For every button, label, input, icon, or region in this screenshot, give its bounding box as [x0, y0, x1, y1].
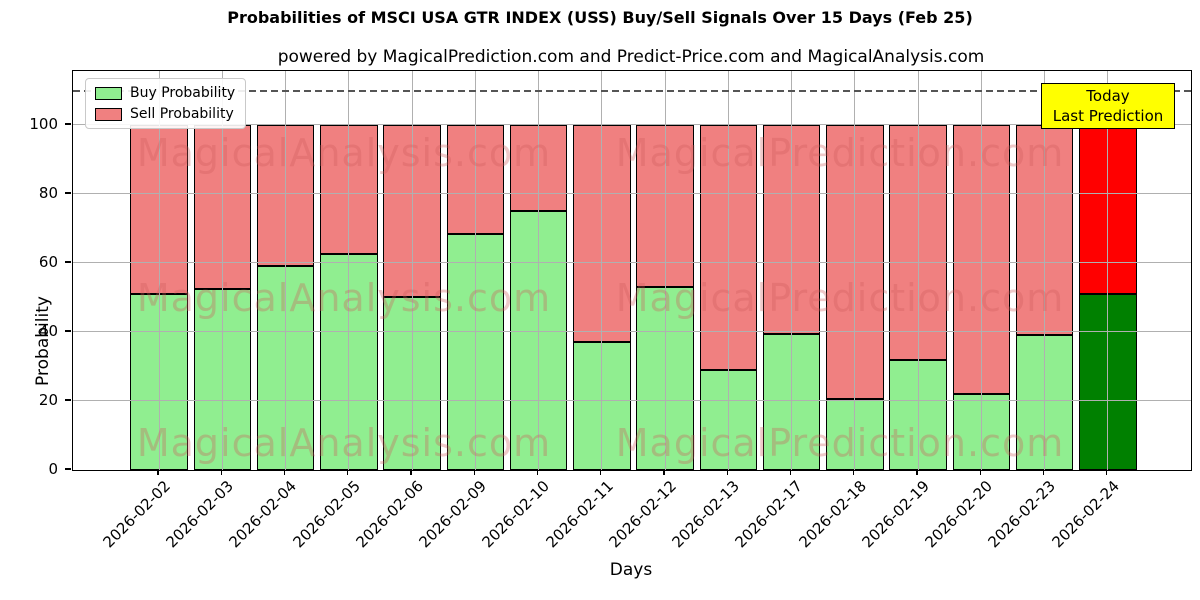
x-tick-mark [347, 470, 349, 475]
legend: Buy Probability Sell Probability [85, 78, 247, 129]
x-tick-mark [473, 470, 475, 475]
legend-item-buy: Buy Probability [95, 85, 235, 101]
x-tick-mark [536, 470, 539, 475]
plot-area: Probability Buy Probability Sell Probabi… [33, 70, 1192, 471]
x-tick-label-text: 2026-02-17 [731, 477, 807, 552]
today-annotation: Today Last Prediction [1041, 83, 1175, 129]
y-tick-mark [65, 261, 71, 263]
today-annotation-line1: Today [1086, 87, 1130, 105]
gridline-vertical [980, 71, 982, 470]
gridline-vertical [411, 71, 413, 470]
chart-subtitle: powered by MagicalPrediction.com and Pre… [277, 47, 985, 67]
x-tick-label-text: 2026-02-09 [415, 477, 490, 552]
y-axis-label: Probability [33, 296, 53, 386]
dashed-reference-line [73, 90, 1191, 92]
y-tick-mark [65, 399, 71, 401]
gridline-vertical [285, 71, 286, 470]
chart-title: Probabilities of MSCI USA GTR INDEX (USS… [227, 8, 973, 27]
x-tick-label-text: 2026-02-19 [858, 477, 933, 552]
y-tick-mark [65, 123, 71, 125]
x-tick-label-text: 2026-02-03 [162, 477, 237, 552]
gridline-vertical [854, 71, 856, 470]
y-tick-label: 100 [29, 114, 58, 133]
gridline-vertical [538, 71, 539, 470]
gridline-vertical [791, 71, 792, 470]
x-axis-label: Days [609, 560, 653, 580]
x-tick-mark [979, 470, 981, 475]
y-tick-mark [65, 330, 71, 332]
x-tick-mark [410, 470, 412, 475]
x-tick-label-text: 2026-02-04 [225, 477, 301, 552]
x-tick-mark [663, 470, 665, 475]
gridline-vertical [727, 71, 729, 470]
watermark-text: MagicalPrediction.com [615, 276, 1065, 320]
x-tick-label-text: 2026-02-20 [921, 477, 996, 552]
x-tick-label-text: 2026-02-06 [352, 477, 427, 552]
gridline-horizontal [73, 400, 1191, 402]
x-tick-mark [157, 470, 159, 475]
today-annotation-line2: Last Prediction [1052, 107, 1164, 125]
watermark-text: MagicalPrediction.com [615, 421, 1065, 465]
x-tick-label-text: 2026-02-18 [795, 477, 870, 552]
x-tick-mark [1042, 470, 1045, 475]
x-tick-label-text: 2026-02-11 [542, 477, 617, 552]
x-tick-mark [283, 470, 286, 475]
x-tick-label-text: 2026-02-12 [605, 477, 680, 552]
x-tick-label-text: 2026-02-23 [984, 477, 1060, 552]
y-tick-label: 20 [38, 390, 58, 409]
gridline-horizontal [73, 124, 1191, 126]
x-tick-mark [853, 470, 855, 475]
y-tick-label: 40 [38, 321, 58, 340]
watermark-text: MagicalAnalysis.com [136, 421, 552, 465]
gridline-vertical [601, 71, 603, 470]
watermark-text: MagicalAnalysis.com [136, 131, 552, 175]
gridline-vertical [664, 71, 666, 470]
y-tick-mark [65, 468, 71, 470]
legend-label-buy: Buy Probability [130, 85, 236, 101]
x-tick-mark [789, 470, 792, 475]
gridline-vertical [221, 71, 223, 470]
x-tick-label-text: 2026-02-10 [478, 477, 554, 552]
y-tick-label: 0 [48, 460, 58, 478]
gridline-vertical [348, 71, 350, 470]
gridline-horizontal [73, 193, 1191, 195]
gridline-horizontal [73, 331, 1191, 333]
x-tick-label-text: 2026-02-05 [289, 477, 364, 552]
legend-item-sell: Sell Probability [95, 106, 235, 122]
y-tick-label: 60 [38, 252, 58, 271]
x-tick-mark [220, 470, 222, 475]
legend-label-sell: Sell Probability [130, 106, 234, 122]
y-tick-label: 80 [38, 183, 58, 202]
x-tick-label-text: 2026-02-24 [1048, 477, 1123, 552]
gridline-vertical [1107, 71, 1109, 470]
x-tick-mark [726, 470, 728, 475]
x-tick-label-text: 2026-02-02 [99, 477, 174, 552]
x-tick-mark [600, 470, 602, 475]
watermark-text: MagicalAnalysis.com [136, 276, 552, 320]
y-tick-mark [65, 192, 71, 194]
gridline-vertical [917, 71, 919, 470]
buy-swatch-icon [95, 86, 122, 100]
x-tick-mark [1106, 470, 1108, 475]
watermark-text: MagicalPrediction.com [615, 131, 1065, 175]
gridline-horizontal [73, 262, 1191, 264]
x-tick-mark [916, 470, 918, 475]
gridline-vertical [158, 71, 160, 470]
gridline-vertical [474, 71, 476, 470]
gridline-vertical [1044, 71, 1045, 470]
sell-swatch-icon [95, 107, 122, 121]
x-tick-label-text: 2026-02-13 [668, 477, 743, 552]
